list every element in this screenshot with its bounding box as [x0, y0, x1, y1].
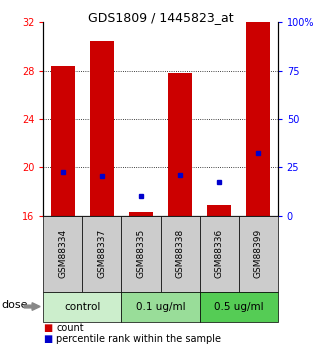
Text: GSM88337: GSM88337 [97, 229, 107, 278]
Text: GSM88336: GSM88336 [214, 229, 224, 278]
Text: percentile rank within the sample: percentile rank within the sample [56, 335, 221, 344]
Text: GSM88399: GSM88399 [254, 229, 263, 278]
Text: ■: ■ [43, 335, 53, 344]
Text: GSM88335: GSM88335 [136, 229, 145, 278]
Text: dose: dose [2, 300, 28, 310]
Text: GSM88338: GSM88338 [176, 229, 185, 278]
Text: 0.5 ug/ml: 0.5 ug/ml [214, 302, 264, 312]
Bar [51, 66, 74, 216]
Bar [129, 212, 153, 216]
Text: GSM88334: GSM88334 [58, 229, 67, 278]
Text: ■: ■ [43, 324, 53, 333]
Bar [168, 73, 192, 216]
Bar [207, 205, 231, 216]
Text: GDS1809 / 1445823_at: GDS1809 / 1445823_at [88, 11, 233, 24]
Text: 0.1 ug/ml: 0.1 ug/ml [136, 302, 185, 312]
Text: control: control [64, 302, 100, 312]
Bar [247, 22, 270, 216]
Bar [90, 40, 114, 216]
Text: count: count [56, 324, 84, 333]
